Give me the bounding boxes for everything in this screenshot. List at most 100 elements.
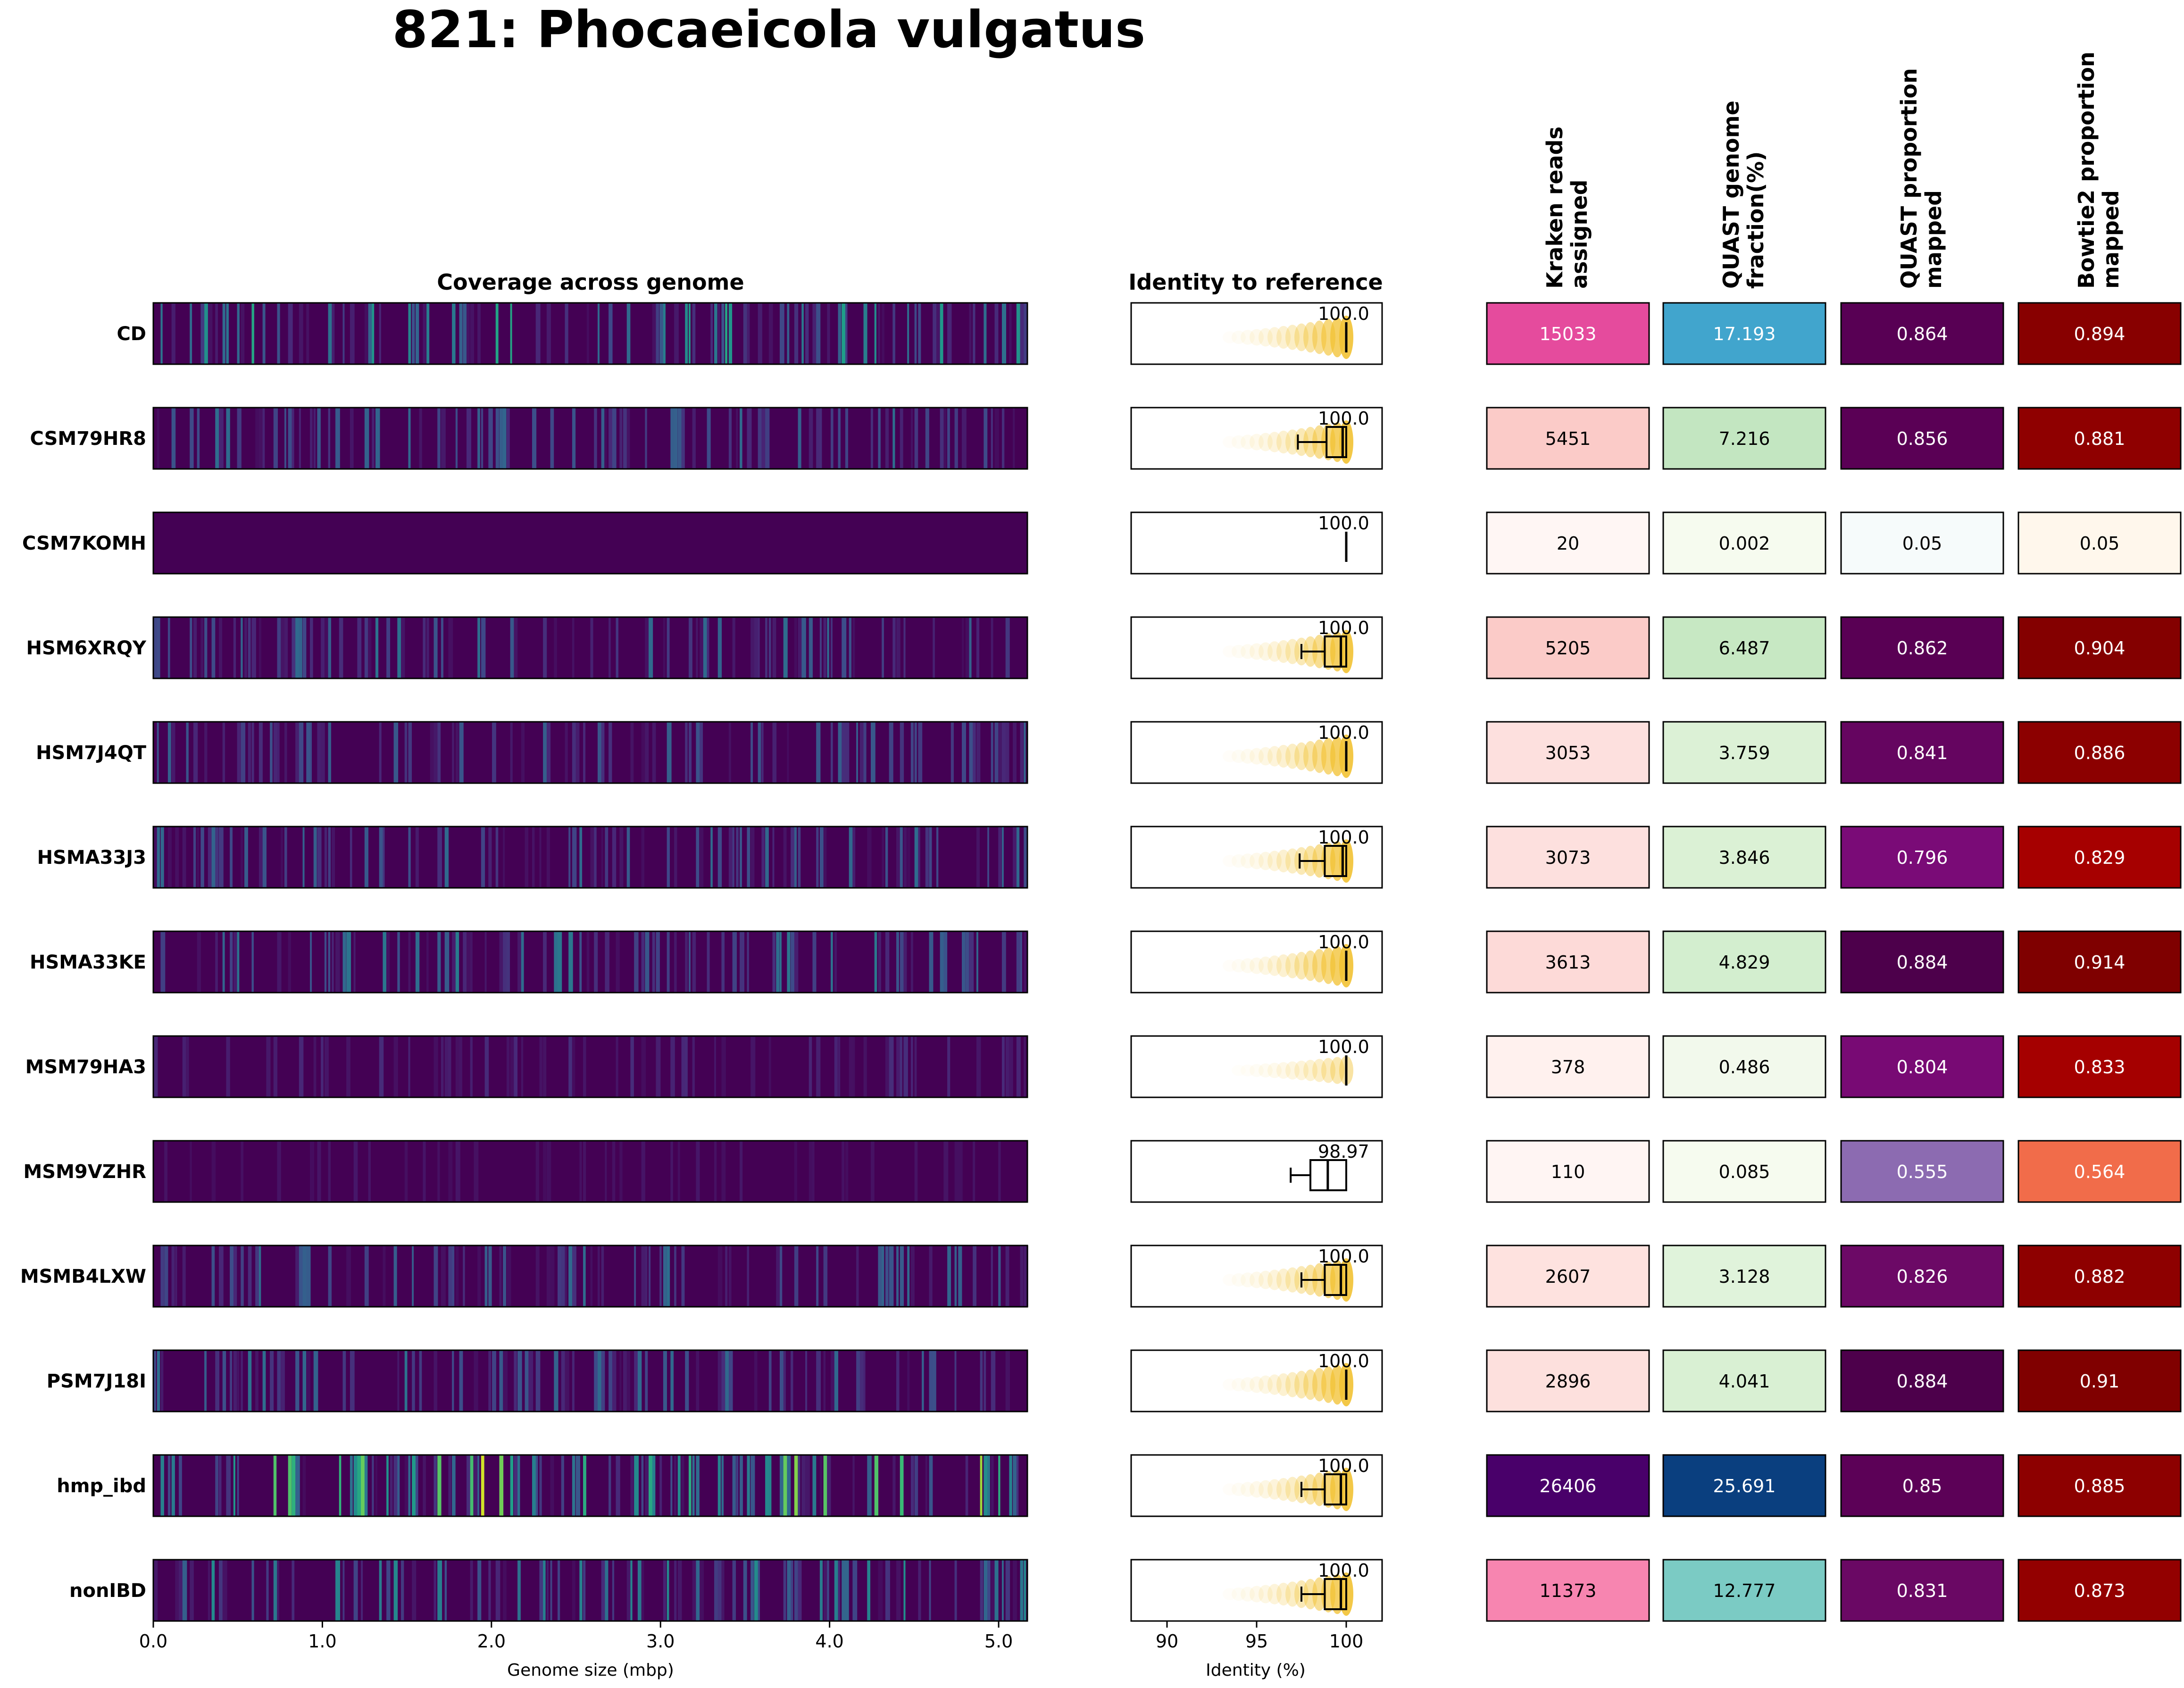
coverage-stripe xyxy=(933,617,935,678)
coverage-stripe xyxy=(838,722,842,783)
coverage-stripe xyxy=(215,827,219,888)
coverage-stripe xyxy=(816,722,821,783)
coverage-stripe xyxy=(823,1350,826,1412)
coverage-stripe xyxy=(740,408,742,469)
coverage-stripe xyxy=(310,931,312,993)
coverage-stripe xyxy=(943,408,947,469)
coverage-stripe xyxy=(546,303,551,364)
identity-density-point xyxy=(1276,1478,1291,1501)
coverage-stripe xyxy=(277,617,281,678)
coverage-stripe xyxy=(845,1560,849,1621)
coverage-stripe xyxy=(747,1245,749,1307)
identity-panel: 100.0 xyxy=(1130,1035,1383,1098)
identity-density-point xyxy=(1276,430,1291,454)
coverage-stripe xyxy=(1005,1245,1009,1307)
coverage-stripe xyxy=(412,1245,414,1307)
metric-cell-value: 0.904 xyxy=(2074,638,2126,659)
coverage-stripe xyxy=(364,827,368,888)
coverage-stripe xyxy=(958,1141,963,1202)
coverage-stripe xyxy=(510,617,514,678)
coverage-stripe xyxy=(943,1141,949,1202)
coverage-stripe xyxy=(517,1560,521,1621)
coverage-stripe xyxy=(732,617,735,678)
coverage-stripe xyxy=(991,1350,996,1412)
x-axes: 0.0 1.0 2.0 3.0 4.0 5.0 90 95 100 xyxy=(139,1621,1363,1652)
coverage-stripe xyxy=(503,408,507,469)
coverage-stripe xyxy=(160,1455,164,1516)
coverage-stripe xyxy=(579,931,582,993)
coverage-stripe xyxy=(991,617,993,678)
metric-cell-value: 3073 xyxy=(1545,847,1591,868)
coverage-stripe xyxy=(634,1455,639,1516)
quast-genome-fraction-cell: 12.777 xyxy=(1662,1559,1826,1622)
metric-cell-background xyxy=(2017,1245,2182,1308)
coverage-stripe xyxy=(258,408,264,469)
metric-cell-value: 11373 xyxy=(1540,1580,1597,1601)
coverage-stripe xyxy=(306,1350,310,1412)
coverage-stripe xyxy=(426,303,430,364)
metric-cell-background xyxy=(1662,407,1826,470)
coverage-stripe xyxy=(900,408,903,469)
coverage-stripe xyxy=(674,408,678,469)
coverage-stripe xyxy=(510,1036,515,1097)
coverage-frame xyxy=(152,1349,1028,1412)
coverage-stripe xyxy=(288,931,291,993)
coverage-stripe xyxy=(200,617,204,678)
coverage-stripe xyxy=(903,1560,906,1621)
coverage-stripe xyxy=(503,827,505,888)
coverage-heatmap xyxy=(152,616,1028,679)
coverage-stripe xyxy=(849,827,853,888)
coverage-stripe xyxy=(831,931,833,993)
coverage-stripe xyxy=(433,1036,438,1097)
coverage-stripe xyxy=(517,1350,522,1412)
coverage-stripe xyxy=(295,1350,300,1412)
coverage-stripe xyxy=(317,827,322,888)
quast-genome-fraction-cell: 0.486 xyxy=(1662,1035,1826,1098)
identity-density-point xyxy=(1303,1060,1317,1081)
coverage-stripe xyxy=(605,931,609,993)
column-header-line-1: Kraken reads xyxy=(1542,126,1567,289)
coverage-stripe xyxy=(827,617,829,678)
identity-density-point xyxy=(1259,642,1273,661)
coverage-stripe xyxy=(674,1455,676,1516)
coverage-stripe xyxy=(292,617,296,678)
coverage-stripe xyxy=(1009,303,1012,364)
coverage-stripe xyxy=(688,617,692,678)
quast-genome-fraction-cell: 0.085 xyxy=(1662,1140,1826,1203)
coverage-stripe xyxy=(215,303,218,364)
coverage-stripe xyxy=(798,408,801,469)
coverage-stripe xyxy=(488,408,493,469)
coverage-stripe xyxy=(616,931,620,993)
identity-density-point xyxy=(1267,641,1282,662)
coverage-stripe xyxy=(241,303,245,364)
coverage-stripe xyxy=(787,1455,791,1516)
coverage-stripe xyxy=(517,931,522,993)
coverage-stripe xyxy=(670,1036,675,1097)
coverage-stripe xyxy=(412,303,415,364)
coverage-stripe xyxy=(302,1455,306,1516)
coverage-stripe xyxy=(962,931,966,993)
coverage-stripe xyxy=(510,1455,514,1516)
coverage-stripe xyxy=(288,408,292,469)
coverage-stripe xyxy=(455,408,458,469)
coverage-stripe xyxy=(831,408,834,469)
identity-density-point xyxy=(1250,1586,1264,1603)
coverage-stripe xyxy=(889,1245,894,1307)
coverage-stripe xyxy=(466,408,471,469)
coverage-stripe xyxy=(277,722,280,783)
coverage-stripe xyxy=(579,1141,582,1202)
coverage-stripe xyxy=(452,1245,455,1307)
identity-density-point xyxy=(1241,1377,1255,1392)
coverage-stripe xyxy=(211,1245,215,1307)
coverage-stripe xyxy=(878,1245,883,1307)
coverage-stripe xyxy=(707,408,711,469)
coverage-stripe xyxy=(856,1350,861,1412)
coverage-stripe xyxy=(561,1245,566,1307)
identity-max-label: 100.0 xyxy=(1318,1560,1369,1581)
coverage-stripe xyxy=(448,1245,453,1307)
coverage-stripe xyxy=(903,1036,908,1097)
metric-cell-value: 20 xyxy=(1557,533,1579,554)
coverage-stripe xyxy=(1009,1455,1012,1516)
